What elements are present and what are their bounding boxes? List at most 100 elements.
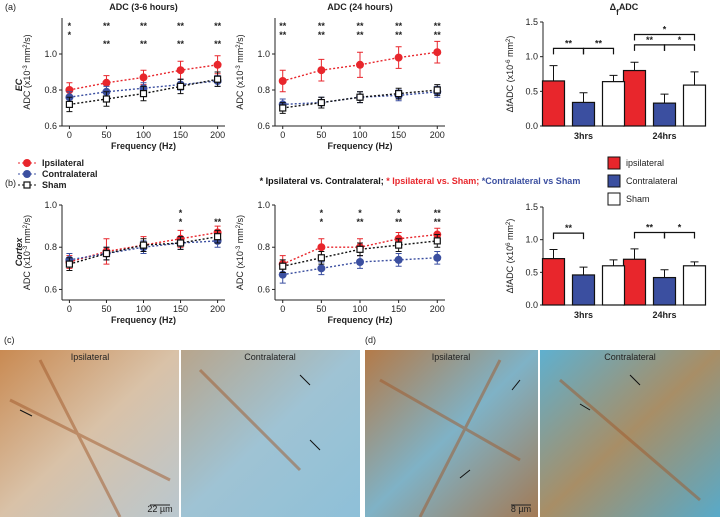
significance-mark: ** [318,21,326,31]
row-label: EC [14,78,24,91]
texture [9,359,701,517]
label-part: mm [235,228,245,246]
marker [139,241,148,249]
x-tick-label: 100 [136,130,151,140]
trend-line [282,257,438,276]
legend-swatch [607,174,621,188]
label-part: -3 [23,245,29,251]
series [278,40,442,93]
marker [23,181,31,189]
series [278,250,442,284]
error-bar [630,61,639,71]
x-tick-label: 200 [430,304,445,314]
series [65,229,222,271]
marker [356,245,364,253]
significance-mark: ** [177,39,185,49]
significance-mark: * [68,21,72,31]
marker [317,264,326,273]
x-tick-label: 3hrs [574,310,593,320]
significance-mark: ** [214,21,222,31]
marker [394,53,403,62]
error-bar [549,65,558,81]
x-tick-label: 0 [67,304,72,314]
x-axis-label: Frequency (Hz) [111,315,176,325]
label-part: /s) [22,34,32,44]
label-part: ) [505,36,515,39]
marker [433,48,442,57]
marker [213,60,222,69]
error-bar [609,74,618,82]
x-tick-label: 100 [352,304,367,314]
marker [139,73,148,82]
label-part: ADC [619,2,639,12]
marker [356,258,364,266]
bracket-label: ** [565,38,573,48]
x-axis-label: Frequency (Hz) [327,141,392,151]
x-axis-label: Frequency (Hz) [111,141,176,151]
marker [356,60,364,69]
marker [23,170,31,178]
bar [682,84,707,127]
x-tick-label: 3hrs [574,131,593,141]
y-tick-label: 1.0 [257,49,270,59]
marker [176,239,185,247]
y-axis-label: ADC (x10-3 mm2/s) [22,215,32,290]
bar [682,265,707,306]
marker [213,233,222,241]
y-tick-label: 0.6 [257,284,270,294]
trend-line [282,89,438,109]
panel-label: (d) [365,335,376,345]
bar [601,81,626,127]
x-tick-label: 100 [352,130,367,140]
bar [652,102,677,127]
legend-label: Sham [42,180,67,190]
label-part: mm [505,42,515,60]
label-part: ADC (x10 [235,71,245,110]
label-part: 6 [506,242,512,246]
y-axis-label: ΔfADC (x10-6 mm2) [505,36,515,113]
significance-mark: * [358,208,362,218]
micrographs [0,350,720,517]
legend-label: ipsilateral [626,158,664,168]
legend-part: * Ipsilateral vs. Sham; [386,176,482,186]
bracket [582,47,615,55]
bracket-label: * [678,35,682,45]
marker [279,104,287,112]
y-axis-label: ΔfADC (x106 mm2) [505,219,515,294]
significance-mark: ** [395,21,403,31]
legend-label: Ipsilateral [42,158,84,168]
error-bar [690,71,699,86]
bracket [552,232,585,240]
marker [278,77,287,85]
significance-mark: ** [434,30,442,40]
x-tick-label: 50 [316,130,326,140]
label-part: -3 [23,65,29,71]
legend-swatch [607,156,621,170]
y-tick-label: 1.5 [525,17,538,27]
label-part: 2 [23,224,29,228]
marker [65,260,74,268]
bar [652,276,677,306]
marker [23,159,31,167]
marker [279,262,287,270]
trend-line [69,240,218,261]
bracket [633,44,666,51]
image [365,350,538,517]
image [0,350,179,517]
y-axis-label: ADC (x10-3 mm2/s) [235,34,245,109]
marker [102,95,111,103]
marker [433,237,441,245]
legend-item: Ipsilateral [18,158,84,168]
label-part: ) [505,219,515,222]
bracket [663,231,696,239]
x-tick-label: 0 [280,130,285,140]
image-label: Ipsilateral [71,352,110,362]
bracket [663,44,696,51]
marker [317,243,326,252]
y-axis-label: ADC (x10-3 mm2/s) [235,215,245,290]
y-tick-label: 0.0 [525,121,538,131]
label-part: f [616,8,619,17]
row-label: Cortex [14,237,24,267]
trend-line [69,64,218,91]
significance-mark: ** [214,39,222,49]
